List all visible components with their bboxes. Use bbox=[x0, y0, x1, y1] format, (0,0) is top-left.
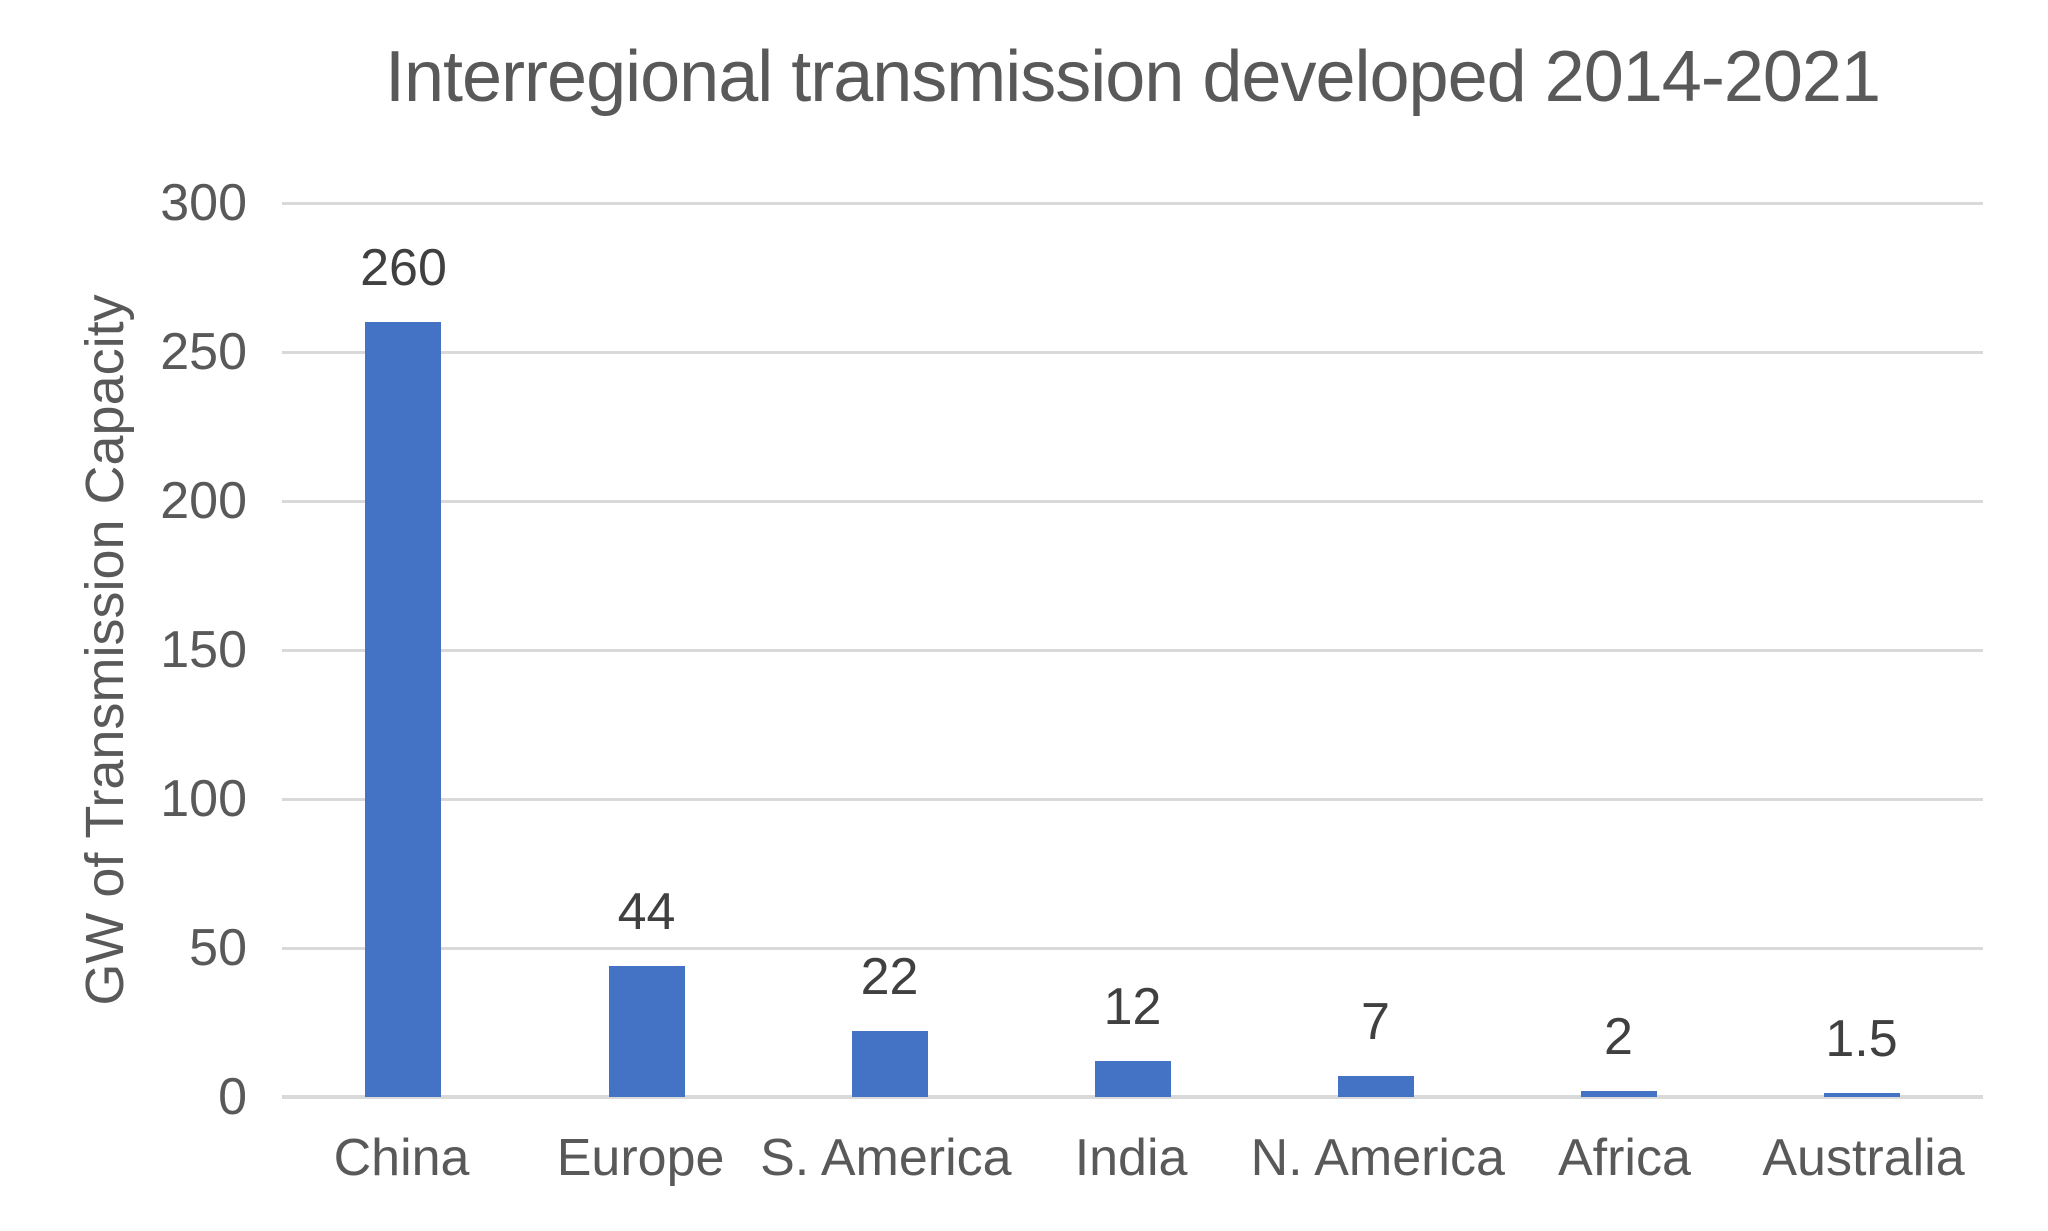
data-label-india: 12 bbox=[1103, 978, 1162, 1037]
x-axis-label-india: India bbox=[1074, 1129, 1188, 1187]
x-axis-labels: China Europe S. America India N. America Afri… bbox=[282, 1128, 1983, 1188]
x-axis-label-africa: Africa bbox=[1557, 1129, 1691, 1187]
data-label-africa: 2 bbox=[1604, 1008, 1633, 1067]
bar-africa bbox=[1580, 1091, 1657, 1097]
x-axis-label-s-america: S. America bbox=[760, 1129, 1012, 1187]
gridline-100 bbox=[282, 798, 1983, 802]
data-label-s-america: 22 bbox=[860, 948, 919, 1007]
chart-title: Interregional transmission developed 201… bbox=[384, 37, 1881, 117]
y-tick-label-300: 300 bbox=[160, 174, 247, 232]
gridline-150 bbox=[282, 649, 1983, 652]
bar-s-america bbox=[851, 1031, 928, 1097]
y-tick-label-0: 0 bbox=[218, 1068, 247, 1126]
gridline-0 bbox=[282, 1095, 1983, 1099]
bar-australia bbox=[1823, 1092, 1900, 1097]
gridline-250 bbox=[282, 351, 1983, 354]
x-axis-label-china: China bbox=[333, 1129, 470, 1187]
bar-europe bbox=[608, 965, 685, 1097]
y-tick-label-100: 100 bbox=[160, 770, 247, 829]
bar-n-america bbox=[1337, 1076, 1414, 1097]
data-label-n-america: 7 bbox=[1361, 993, 1390, 1052]
y-tick-label-200: 200 bbox=[160, 472, 247, 531]
x-axis-label-australia: Australia bbox=[1762, 1129, 1965, 1187]
data-label-australia: 1.5 bbox=[1825, 1009, 1898, 1068]
bar-china bbox=[365, 322, 442, 1097]
y-tick-label-50: 50 bbox=[189, 919, 247, 978]
gridline-50 bbox=[282, 947, 1983, 951]
x-axis-label-n-america: N. America bbox=[1250, 1129, 1505, 1187]
data-label-europe: 44 bbox=[617, 882, 676, 941]
data-label-china: 260 bbox=[360, 239, 447, 298]
y-axis-ticks: 0 50 100 150 200 250 300 bbox=[0, 177, 247, 1123]
bar-india bbox=[1094, 1061, 1171, 1097]
x-axis-label-europe: Europe bbox=[556, 1129, 725, 1187]
y-tick-label-150: 150 bbox=[160, 621, 247, 679]
plot-area: 260 44 22 12 7 2 1.5 bbox=[282, 202, 1983, 1099]
y-tick-label-250: 250 bbox=[160, 323, 247, 381]
gridline-300 bbox=[282, 202, 1983, 205]
gridline-200 bbox=[282, 500, 1983, 504]
